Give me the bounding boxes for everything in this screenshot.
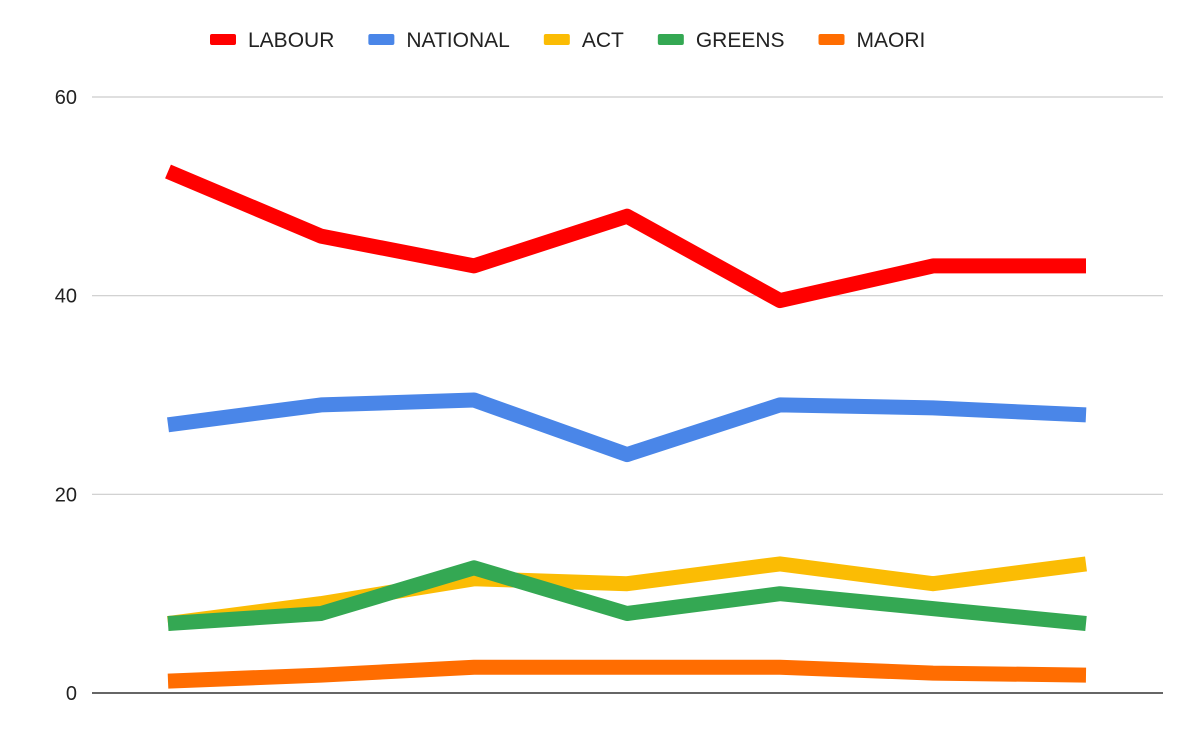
y-tick-label: 20	[55, 484, 77, 506]
legend-swatch	[210, 34, 236, 45]
series-layer	[165, 164, 1087, 689]
legend-swatch	[368, 34, 395, 45]
series-maori	[167, 659, 1087, 689]
legend-label: GREENS	[696, 29, 785, 52]
series-line-greens	[167, 560, 1087, 631]
legend-label: MAORI	[857, 29, 926, 52]
legend-label: LABOUR	[248, 29, 334, 52]
legend-item-national: NATIONAL	[368, 29, 510, 52]
legend-label: ACT	[582, 29, 624, 52]
series-line-labour	[165, 164, 1086, 309]
legend-item-labour: LABOUR	[210, 29, 334, 52]
legend-item-act: ACT	[543, 29, 624, 52]
grid-layer	[92, 96, 1163, 694]
y-tick-label: 60	[55, 87, 77, 109]
series-line-act	[167, 556, 1087, 631]
series-act	[167, 556, 1087, 631]
legend-label: NATIONAL	[406, 29, 509, 52]
legend-item-greens: GREENS	[657, 29, 785, 52]
legend-swatch	[657, 34, 684, 45]
legend-swatch	[818, 34, 845, 45]
series-greens	[167, 560, 1087, 631]
legend-item-maori: MAORI	[818, 29, 926, 52]
legend: LABOUR NATIONAL ACT GREENS MAORI	[210, 29, 925, 52]
y-tick-label: 0	[66, 683, 77, 705]
y-tick-label: 40	[55, 286, 77, 308]
series-line-maori	[167, 659, 1087, 689]
legend-swatch	[543, 34, 570, 45]
series-labour	[165, 164, 1086, 309]
series-line-national	[167, 392, 1087, 463]
y-axis: 0 20 40 60	[55, 87, 77, 705]
series-national	[167, 392, 1087, 463]
